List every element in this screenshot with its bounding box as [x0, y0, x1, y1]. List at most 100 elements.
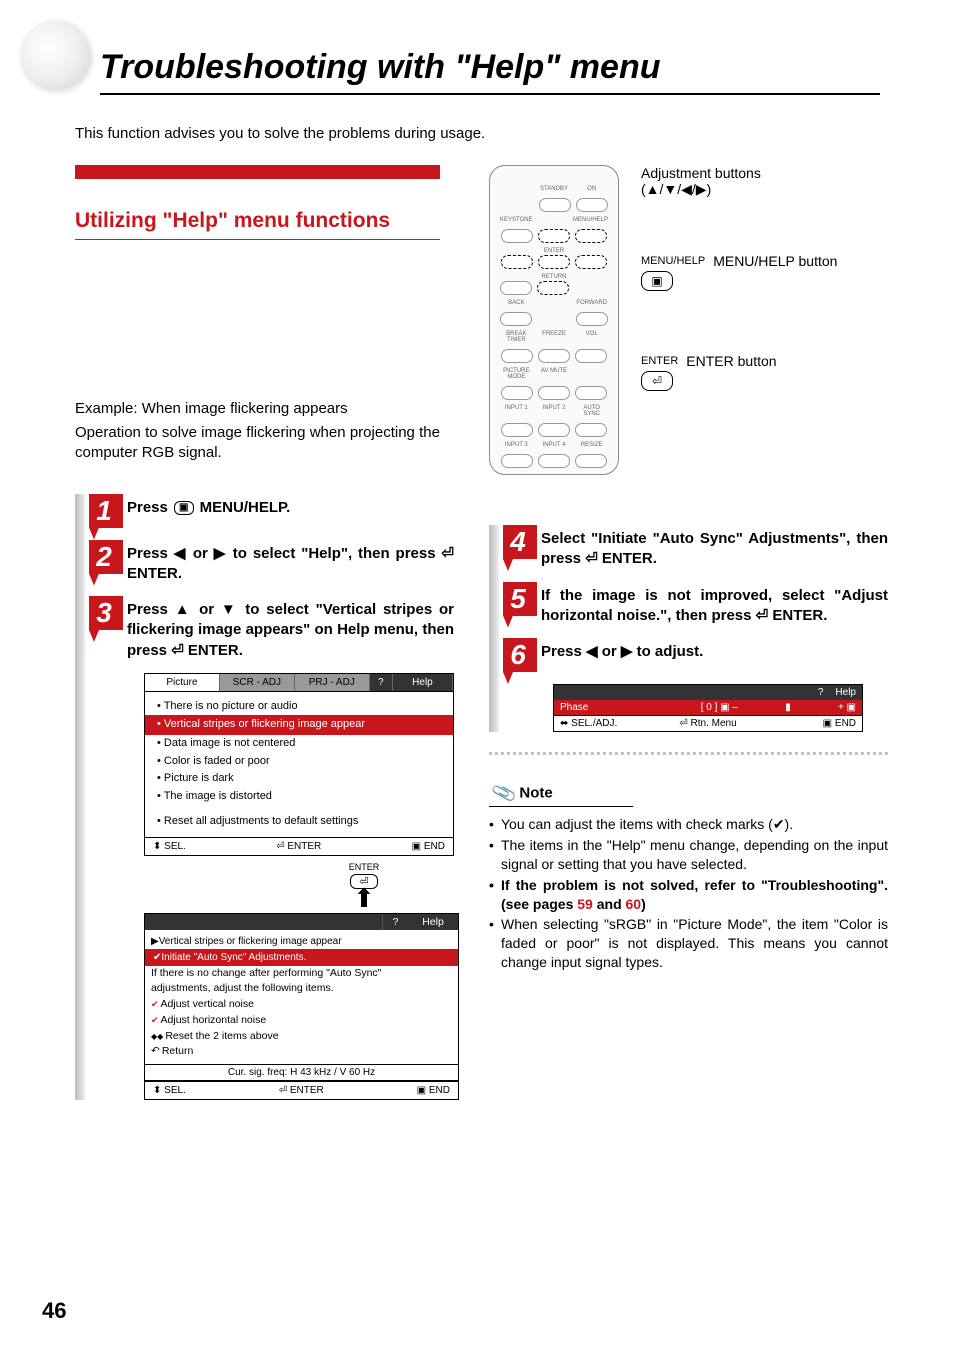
- remote-menuhelp-button: [575, 229, 607, 243]
- step-gradient-bar-right: [489, 525, 499, 732]
- section-bar: [75, 165, 440, 179]
- menuhelp-button-icon: ▣: [641, 271, 673, 291]
- page-number: 46: [42, 1298, 66, 1324]
- remote-voldn-button: [575, 386, 607, 400]
- osd3-rtn: ⏎ Rtn. Menu: [659, 718, 758, 729]
- osd-footer-enter: ⏎ ENTER: [276, 841, 321, 852]
- enter-label: ENTER: [349, 862, 380, 872]
- osd3-phase-label: Phase: [560, 702, 648, 713]
- step-5-text: If the image is not improved, select "Ad…: [541, 582, 888, 627]
- note-2: The items in the "Help" menu change, dep…: [501, 836, 888, 874]
- osd2-footer-end: ▣ END: [417, 1085, 450, 1096]
- callout-adjustment: Adjustment buttons (▲/▼/◀/▶): [641, 165, 761, 198]
- note-3e: ): [641, 896, 646, 912]
- osd-row-3: • Data image is not centered: [153, 735, 445, 753]
- remote-resize-button: [575, 454, 607, 468]
- remote-callouts: Adjustment buttons (▲/▼/◀/▶) MENU/HELP M…: [641, 165, 888, 485]
- step-num-6: 6: [503, 638, 537, 672]
- osd-tabbar: Picture SCR - ADJ PRJ - ADJ ? Help: [145, 674, 453, 692]
- osd-footer-sel: ⬍ SEL.: [153, 841, 186, 852]
- osd-tab-prj: PRJ - ADJ: [295, 674, 370, 691]
- remote-freeze-button: [538, 349, 570, 363]
- step-gradient-bar: [75, 494, 85, 1101]
- note-3a: If the problem is not solved, refer to "…: [501, 877, 888, 912]
- remote-enter-button: [538, 255, 570, 269]
- note-1: You can adjust the items with check mark…: [501, 815, 888, 834]
- remote-label-return: RETURN: [500, 274, 608, 280]
- note-divider: [489, 752, 888, 755]
- step-num-1: 1: [89, 494, 123, 528]
- remote-in3-button: [501, 454, 533, 468]
- decorative-bullet: [20, 20, 90, 90]
- osd2-desc1: If there is no change after performing "…: [151, 966, 452, 982]
- step-3-text: Press ▲ or ▼ to select "Vertical stripes…: [127, 596, 454, 661]
- osd3-phase-bar: ▮: [738, 702, 838, 713]
- osd3-sel: ⬌ SEL./ADJ.: [560, 718, 659, 729]
- enter-arrow-diagram: ENTER ⏎ ⬆: [269, 862, 459, 907]
- remote-return-button: [500, 281, 532, 295]
- osd2-selected-row: ✔Initiate "Auto Sync" Adjustments.: [145, 949, 458, 966]
- step-6: 6 Press ◀ or ▶ to adjust.: [503, 638, 888, 672]
- osd2-item-vnoise: Adjust vertical noise: [151, 997, 452, 1013]
- remote-label-resize: RESIZE: [575, 442, 608, 448]
- remote-label-in1: INPUT 1: [500, 405, 533, 417]
- remote-avmute-button: [538, 386, 570, 400]
- osd2-item-reset: Reset the 2 items above: [151, 1029, 452, 1045]
- remote-left-button: [501, 255, 533, 269]
- osd-tab-question-icon: ?: [370, 674, 393, 691]
- remote-in4-button: [538, 454, 570, 468]
- osd-row-6: • The image is distorted: [153, 788, 445, 806]
- step-1-text-a: Press: [127, 499, 172, 516]
- step-4-text: Select "Initiate "Auto Sync" Adjustments…: [541, 525, 888, 570]
- osd-footer: ⬍ SEL. ⏎ ENTER ▣ END: [145, 837, 453, 855]
- callout-enter-label: ENTER button: [686, 353, 776, 369]
- osd-phase-panel: ?Help Phase [ 0 ] ▣ – ▮ + ▣ ⬌ SEL./ADJ. …: [553, 684, 863, 732]
- remote-label-break: BREAK TIMER: [500, 331, 533, 343]
- osd2-help-tab: Help: [408, 914, 458, 930]
- remote-label-picmode: PICTURE MODE: [500, 368, 533, 380]
- content-columns: Utilizing "Help" menu functions Example:…: [75, 165, 885, 1100]
- osd2-item-return: Return: [151, 1044, 452, 1060]
- remote-in1-button: [501, 423, 533, 437]
- callout-adj-label: Adjustment buttons: [641, 165, 761, 181]
- note-header: 📎Note: [489, 783, 633, 807]
- menu-help-button-icon: ▣: [174, 501, 193, 515]
- step-3: 3 Press ▲ or ▼ to select "Vertical strip…: [89, 596, 454, 661]
- step-num-5: 5: [503, 582, 537, 616]
- remote-right-button: [575, 255, 607, 269]
- remote-back-button: [500, 312, 532, 326]
- remote-forward-button: [576, 312, 608, 326]
- remote-down-button: [537, 281, 569, 295]
- step-1-text-b: MENU/HELP.: [196, 499, 291, 516]
- callout-enter-btn-text: ENTER: [641, 355, 678, 367]
- remote-label-freeze: FREEZE: [538, 331, 571, 343]
- example-title: Example: When image flickering appears: [75, 400, 459, 417]
- left-column: Utilizing "Help" menu functions Example:…: [75, 165, 459, 1100]
- osd2-tabbar: ? Help: [145, 914, 458, 930]
- callout-menuhelp: MENU/HELP MENU/HELP button: [641, 253, 837, 269]
- down-arrow-icon: ⬆: [269, 891, 459, 907]
- right-column: STANDBYON KEYSTONEMENU/HELP ENTER RETURN…: [489, 165, 888, 1100]
- remote-label-menu: MENU/HELP: [573, 217, 608, 223]
- osd2-footer-sel: ⬍ SEL.: [153, 1085, 186, 1096]
- osd2-item-hnoise: Adjust horizontal noise: [151, 1013, 452, 1029]
- callout-enter: ENTER ENTER button: [641, 353, 777, 369]
- remote-body: STANDBYON KEYSTONEMENU/HELP ENTER RETURN…: [489, 165, 619, 475]
- osd3-end: ▣ END: [757, 718, 856, 729]
- osd-row-selected: • Vertical stripes or flickering image a…: [145, 715, 453, 735]
- osd3-q-icon: ?: [812, 685, 830, 700]
- osd2-freq: Cur. sig. freq: H 43 kHz / V 60 Hz: [145, 1064, 458, 1081]
- osd2-desc2: adjustments, adjust the following items.: [151, 981, 452, 997]
- remote-up-button: [538, 229, 570, 243]
- note-label: Note: [519, 785, 552, 802]
- remote-label-standby: STANDBY: [538, 186, 571, 192]
- remote-in2-button: [538, 423, 570, 437]
- osd2-header: ▶Vertical stripes or flickering image ap…: [151, 934, 452, 949]
- step-6-text: Press ◀ or ▶ to adjust.: [541, 638, 703, 662]
- note-3c: and: [593, 896, 626, 912]
- osd2-footer-enter: ⏎ ENTER: [279, 1085, 324, 1096]
- osd-tab-help: Help: [393, 674, 453, 691]
- note-3: If the problem is not solved, refer to "…: [501, 876, 888, 914]
- remote-label-vol: VOL: [575, 331, 608, 343]
- remote-picmode-button: [501, 386, 533, 400]
